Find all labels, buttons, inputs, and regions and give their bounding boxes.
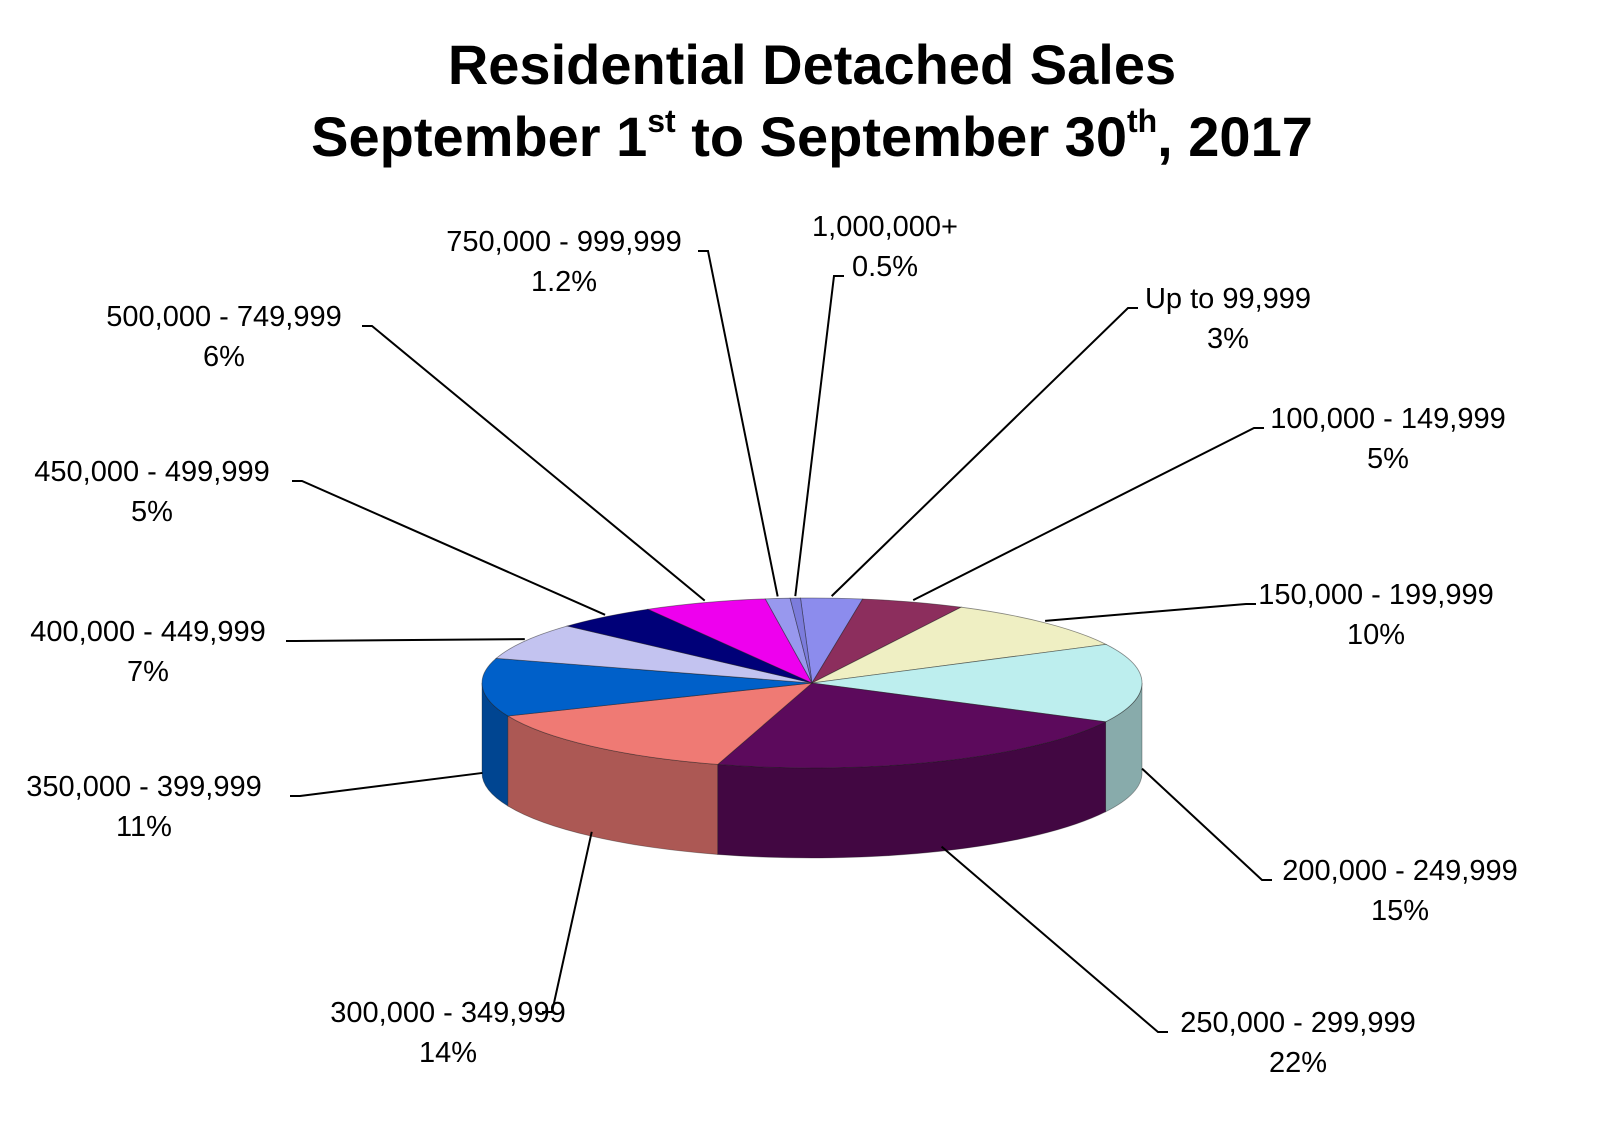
- chart-title: Residential Detached Sales: [448, 33, 1176, 96]
- slice-label-name-2: 100,000 - 149,999: [1270, 403, 1505, 435]
- pie-slice-4: [811, 643, 1143, 723]
- leader-line-6: [542, 831, 593, 1013]
- slice-label-value-3: 10%: [1347, 619, 1405, 651]
- slice-label-value-7: 11%: [116, 811, 172, 843]
- leader-line-11: [698, 250, 779, 597]
- slice-label-name-3: 150,000 - 199,999: [1258, 579, 1493, 611]
- subtitle-sup-2: th: [1127, 103, 1157, 139]
- slice-label-value-1: 3%: [1207, 323, 1249, 355]
- slice-label-name-6: 300,000 - 349,999: [330, 997, 565, 1029]
- pie-top-faces: [481, 597, 1143, 769]
- slice-label-name-1: Up to 99,999: [1145, 283, 1311, 315]
- leader-line-7: [290, 771, 483, 797]
- leader-line-5: [940, 845, 1168, 1033]
- slice-label-name-12: 1,000,000+: [812, 211, 958, 243]
- slice-label-value-8: 7%: [127, 656, 169, 688]
- subtitle-part-2: to September 30: [676, 105, 1127, 168]
- slice-label-value-9: 5%: [131, 496, 173, 528]
- slice-label-name-7: 350,000 - 399,999: [26, 771, 261, 803]
- pie-slice-10: [646, 598, 813, 684]
- slice-label-value-6: 14%: [419, 1037, 477, 1069]
- subtitle-sup-1: st: [647, 103, 676, 139]
- slice-label-value-10: 6%: [203, 341, 245, 373]
- slice-label-value-12: 0.5%: [852, 251, 918, 283]
- pie-side-walls: [481, 682, 1143, 859]
- pie-slice-7: [481, 657, 813, 717]
- pie-slice-3: [811, 606, 1108, 684]
- leader-line-10: [362, 325, 706, 602]
- leader-line-9: [292, 480, 606, 616]
- slice-label-name-4: 200,000 - 249,999: [1282, 855, 1517, 887]
- leader-line-1: [830, 307, 1138, 597]
- slice-label-value-2: 5%: [1367, 443, 1409, 475]
- pie-slice-5: [716, 682, 1107, 769]
- pie-slice-6: [506, 682, 814, 765]
- leader-line-12: [794, 275, 844, 597]
- slice-label-value-11: 1.2%: [531, 266, 597, 298]
- chart-subtitle: September 1st to September 30th, 2017: [311, 103, 1313, 168]
- slice-label-name-8: 400,000 - 449,999: [30, 616, 265, 648]
- leader-line-8: [286, 638, 525, 642]
- slice-labels: Up to 99,999 3% 100,000 - 149,999 5% 150,000…: [26, 211, 1517, 1079]
- slice-label-name-5: 250,000 - 299,999: [1180, 1007, 1415, 1039]
- slice-label-name-9: 450,000 - 499,999: [34, 456, 269, 488]
- subtitle-part-1: September 1: [311, 105, 647, 168]
- slice-label-value-4: 15%: [1371, 895, 1429, 927]
- slice-label-name-10: 500,000 - 749,999: [106, 301, 341, 333]
- slice-label-value-5: 22%: [1269, 1047, 1327, 1079]
- leader-line-3: [1045, 603, 1256, 622]
- pie-slice-8: [495, 625, 813, 684]
- pie-slice-12: [789, 597, 813, 684]
- leader-line-2: [912, 427, 1264, 601]
- leader-lines: [286, 250, 1272, 1033]
- leader-line-4: [1141, 767, 1272, 881]
- slice-label-name-11: 750,000 - 999,999: [446, 226, 681, 258]
- subtitle-part-3: , 2017: [1157, 105, 1313, 168]
